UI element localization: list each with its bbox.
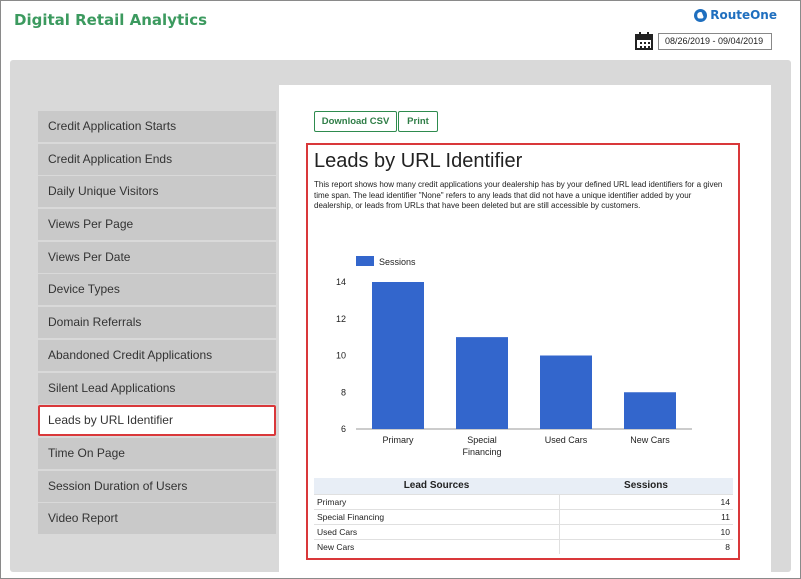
app-title: Digital Retail Analytics (14, 11, 208, 29)
sessions-cell: 8 (558, 538, 733, 554)
x-tick-label: Financing (462, 447, 501, 457)
legend-swatch (356, 256, 374, 266)
sidebar-item-video-report[interactable]: Video Report (38, 503, 276, 535)
report-title: Leads by URL Identifier (314, 150, 523, 172)
download-csv-button[interactable]: Download CSV (314, 111, 397, 132)
sidebar-item-device-types[interactable]: Device Types (38, 274, 276, 306)
y-tick-label: 12 (336, 314, 346, 324)
y-tick-label: 14 (336, 277, 346, 287)
x-tick-label: Special (467, 435, 497, 445)
bar-new-cars (624, 392, 676, 429)
calendar-icon[interactable] (635, 32, 653, 50)
sidebar-item-domain-referrals[interactable]: Domain Referrals (38, 307, 276, 339)
table-row: Primary 14 (314, 493, 733, 509)
logo-text: RouteOne (710, 8, 777, 22)
sidebar-item-leads-by-url-identifier[interactable]: Leads by URL Identifier (38, 405, 276, 437)
bars (372, 282, 676, 429)
bar-special-financing (456, 337, 508, 429)
report-highlight-box (306, 143, 740, 560)
sidebar-item-session-duration-of-users[interactable]: Session Duration of Users (38, 470, 276, 502)
print-button[interactable]: Print (398, 111, 438, 132)
sessions-cell: 14 (558, 493, 733, 509)
date-range-picker: 08/26/2019 - 09/04/2019 (635, 32, 772, 50)
sessions-cell: 11 (558, 508, 733, 524)
col-lead-sources: Lead Sources (314, 478, 559, 494)
lead-source-cell: New Cars (314, 538, 559, 554)
date-range-input[interactable]: 08/26/2019 - 09/04/2019 (658, 32, 772, 50)
legend-label: Sessions (379, 257, 416, 267)
report-description: This report shows how many credit applic… (314, 180, 723, 210)
lead-source-cell: Special Financing (314, 508, 559, 524)
table-row: Special Financing 11 (314, 508, 733, 524)
y-axis: 6 8 10 12 14 (336, 277, 346, 434)
sidebar-item-abandoned-credit-applications[interactable]: Abandoned Credit Applications (38, 339, 276, 371)
lead-sources-table: Lead Sources Sessions Primary 14 Special… (314, 478, 733, 554)
sidebar-item-credit-application-ends[interactable]: Credit Application Ends (38, 143, 276, 175)
report-sidebar: Credit Application Starts Credit Applica… (38, 111, 276, 536)
bar-primary (372, 282, 424, 429)
x-axis-labels: Primary Special Financing Used Cars New Cars (383, 435, 671, 457)
routeone-logo: RouteOne (694, 8, 777, 22)
y-tick-label: 8 (341, 387, 346, 397)
lead-source-cell: Used Cars (314, 523, 559, 539)
y-tick-label: 10 (336, 351, 346, 361)
sidebar-item-views-per-page[interactable]: Views Per Page (38, 209, 276, 241)
lead-source-cell: Primary (314, 493, 559, 509)
bar-used-cars (540, 355, 592, 429)
sidebar-item-time-on-page[interactable]: Time On Page (38, 437, 276, 469)
routeone-logo-icon (694, 8, 708, 22)
sessions-cell: 10 (558, 523, 733, 539)
col-sessions: Sessions (559, 478, 733, 494)
x-tick-label: Used Cars (545, 435, 588, 445)
sidebar-item-daily-unique-visitors[interactable]: Daily Unique Visitors (38, 176, 276, 208)
sidebar-item-credit-application-starts[interactable]: Credit Application Starts (38, 111, 276, 142)
sidebar-item-silent-lead-applications[interactable]: Silent Lead Applications (38, 372, 276, 404)
sessions-bar-chart: Sessions 6 8 10 12 14 Primary Special Financin… (336, 256, 692, 457)
x-tick-label: New Cars (630, 435, 670, 445)
table-row: Used Cars 10 (314, 523, 733, 539)
y-tick-label: 6 (341, 424, 346, 434)
x-tick-label: Primary (383, 435, 414, 445)
table-row: New Cars 8 (314, 538, 733, 554)
sidebar-item-views-per-date[interactable]: Views Per Date (38, 241, 276, 273)
